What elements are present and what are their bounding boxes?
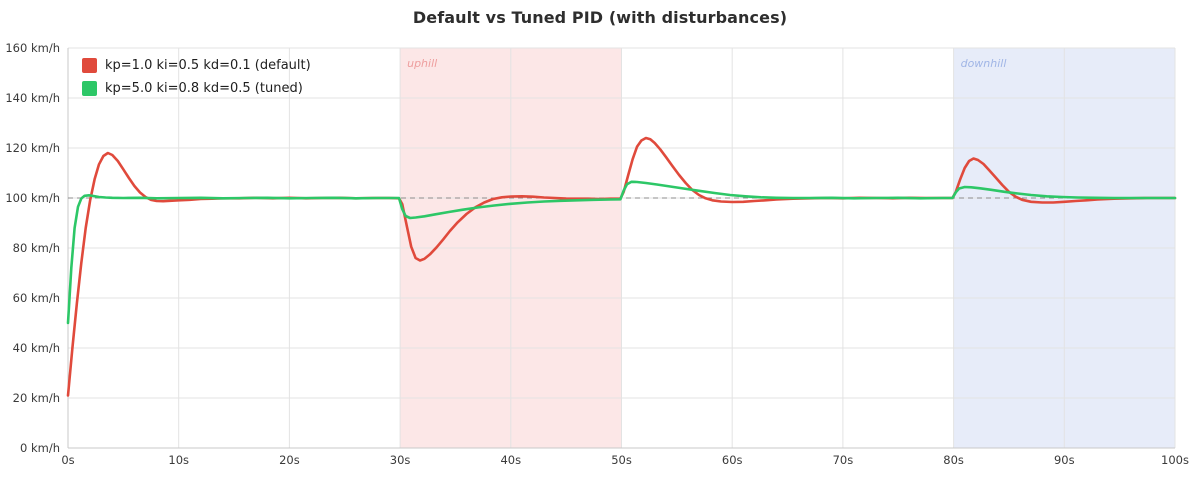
x-tick-label: 30s [390, 453, 411, 467]
x-tick-label: 0s [61, 453, 74, 467]
x-tick-label: 70s [833, 453, 854, 467]
x-tick-label: 50s [611, 453, 632, 467]
x-tick-label: 90s [1054, 453, 1075, 467]
x-tick-label: 40s [500, 453, 521, 467]
y-tick-label: 60 km/h [13, 291, 60, 305]
y-tick-label: 120 km/h [5, 141, 60, 155]
region-label-uphill: uphill [407, 57, 437, 70]
x-tick-label: 20s [279, 453, 300, 467]
x-tick-label: 80s [943, 453, 964, 467]
y-tick-label: 20 km/h [13, 391, 60, 405]
chart-title: Default vs Tuned PID (with disturbances) [412, 8, 788, 27]
legend-label-tuned: kp=5.0 ki=0.8 kd=0.5 (tuned) [105, 81, 303, 96]
legend-item-default: kp=1.0 ki=0.5 kd=0.1 (default) [82, 58, 311, 73]
region-label-downhill: downhill [961, 57, 1007, 70]
legend-swatch-tuned [82, 81, 97, 96]
chart-legend: kp=1.0 ki=0.5 kd=0.1 (default) kp=5.0 ki… [82, 58, 311, 96]
y-tick-label: 0 km/h [20, 441, 60, 455]
x-tick-label: 60s [722, 453, 743, 467]
x-tick-label: 100s [1161, 453, 1189, 467]
y-tick-label: 40 km/h [13, 341, 60, 355]
y-tick-label: 160 km/h [5, 41, 60, 55]
y-tick-label: 140 km/h [5, 91, 60, 105]
y-tick-label: 100 km/h [5, 191, 60, 205]
x-tick-label: 10s [168, 453, 189, 467]
legend-swatch-default [82, 58, 97, 73]
y-tick-label: 80 km/h [13, 241, 60, 255]
legend-label-default: kp=1.0 ki=0.5 kd=0.1 (default) [105, 58, 311, 73]
series-line-tuned [66, 180, 1177, 325]
legend-item-tuned: kp=5.0 ki=0.8 kd=0.5 (tuned) [82, 81, 311, 96]
